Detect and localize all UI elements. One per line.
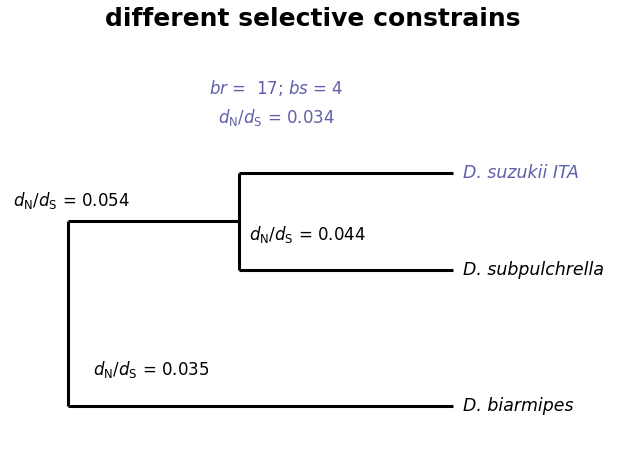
Text: $\it{d}_\mathrm{N}$/$\it{d}_\mathrm{S}$ = 0.035: $\it{d}_\mathrm{N}$/$\it{d}_\mathrm{S}$ … [93,359,209,380]
Text: D. suzukii ITA: D. suzukii ITA [463,164,579,182]
Text: $\it{d}_\mathrm{N}$/$\it{d}_\mathrm{S}$ = 0.034: $\it{d}_\mathrm{N}$/$\it{d}_\mathrm{S}$ … [218,107,335,128]
Text: $\it{d}_\mathrm{N}$/$\it{d}_\mathrm{S}$ = 0.044: $\it{d}_\mathrm{N}$/$\it{d}_\mathrm{S}$ … [248,224,365,245]
Text: $\it{d}_\mathrm{N}$/$\it{d}_\mathrm{S}$ = 0.054: $\it{d}_\mathrm{N}$/$\it{d}_\mathrm{S}$ … [13,190,130,211]
Text: $\it{br}$ =  17; $\it{bs}$ = 4: $\it{br}$ = 17; $\it{bs}$ = 4 [209,78,343,98]
Text: D. subpulchrella: D. subpulchrella [463,261,604,279]
Title: different selective constrains: different selective constrains [105,7,520,31]
Text: D. biarmipes: D. biarmipes [463,397,573,415]
